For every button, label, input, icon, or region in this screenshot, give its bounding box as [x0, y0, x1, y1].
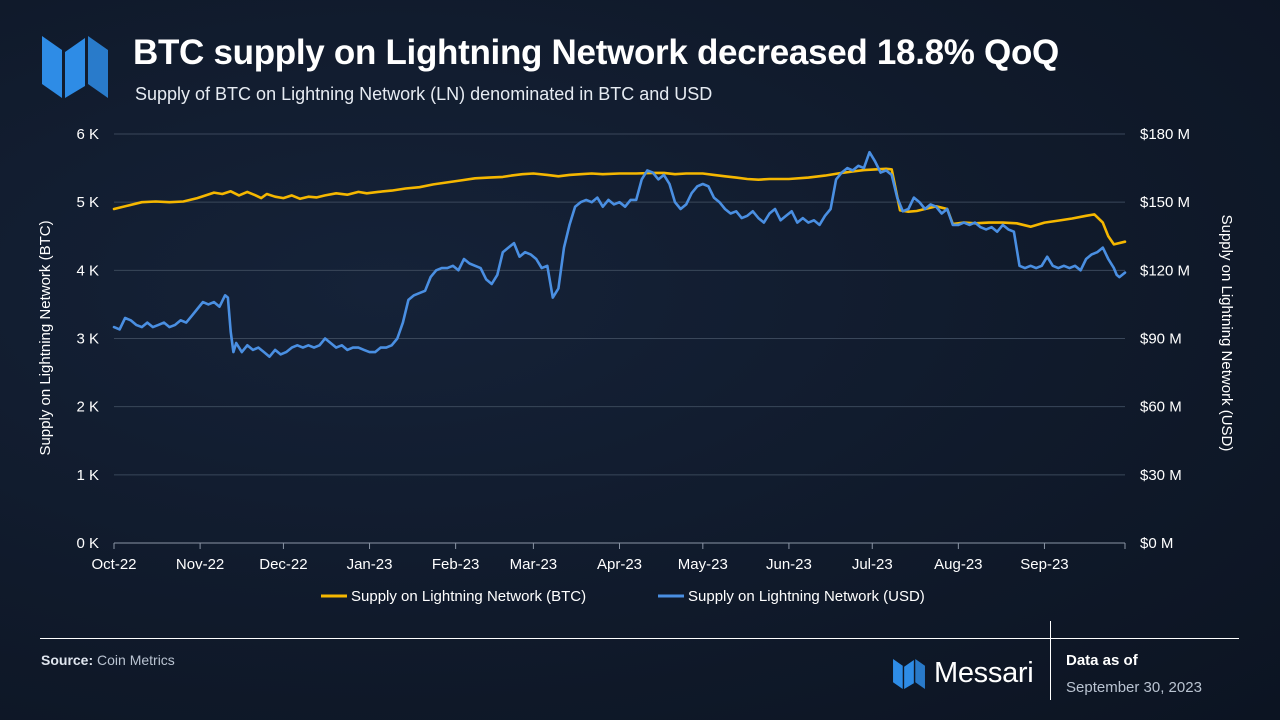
- source-note: Source: Coin Metrics: [41, 652, 175, 668]
- x-tick-label: Aug-23: [934, 556, 982, 573]
- x-tick-label: Nov-22: [176, 556, 224, 573]
- x-tick-label: Sep-23: [1020, 556, 1068, 573]
- y-left-tick-label: 1 K: [76, 467, 99, 484]
- y-right-tick-label: $0 M: [1140, 535, 1173, 552]
- y-left-tick-label: 6 K: [76, 126, 99, 143]
- x-tick-label: May-23: [678, 556, 728, 573]
- messari-brand-icon: [893, 658, 925, 689]
- x-tick-label: Feb-23: [432, 556, 480, 573]
- source-label: Source:: [41, 652, 94, 668]
- chart-title: BTC supply on Lightning Network decrease…: [133, 33, 1059, 72]
- y-left-tick-label: 0 K: [76, 535, 99, 552]
- x-tick-label: Jun-23: [766, 556, 812, 573]
- chart-subtitle: Supply of BTC on Lightning Network (LN) …: [135, 84, 713, 104]
- y-right-tick-label: $30 M: [1140, 467, 1182, 484]
- x-tick-label: Jul-23: [852, 556, 893, 573]
- y-right-tick-label: $120 M: [1140, 262, 1190, 279]
- legend-label-btc: Supply on Lightning Network (BTC): [351, 588, 586, 605]
- y-right-tick-label: $180 M: [1140, 126, 1190, 143]
- series-line-btc: [112, 167, 1127, 246]
- line-chart: 0 K 1 K 2 K 3 K 4 K 5 K 6 K $0 M $30 M $60 M $90 …: [37, 126, 1235, 605]
- legend-label-usd: Supply on Lightning Network (USD): [688, 588, 925, 605]
- data-as-of-date: September 30, 2023: [1066, 679, 1202, 696]
- x-tick-label: Mar-23: [510, 556, 558, 573]
- series-line-usd: [112, 150, 1127, 358]
- messari-logo-icon: [42, 36, 108, 98]
- source-value: Coin Metrics: [97, 652, 175, 668]
- x-tick-label: Apr-23: [597, 556, 642, 573]
- x-tick-label: Oct-22: [91, 556, 136, 573]
- data-as-of-label: Data as of: [1066, 652, 1138, 669]
- brand-name: Messari: [934, 657, 1034, 689]
- y-right-tick-label: $60 M: [1140, 399, 1182, 416]
- y-axis-right-label: Supply on Lightning Network (USD): [1218, 215, 1235, 452]
- x-tick-label: Jan-23: [347, 556, 393, 573]
- y-left-tick-label: 4 K: [76, 262, 99, 279]
- x-tick-label: Dec-22: [259, 556, 307, 573]
- chart-legend: Supply on Lightning Network (BTC) Supply …: [321, 588, 925, 605]
- footer-brand: Messari: [893, 657, 1034, 690]
- y-right-tick-label: $90 M: [1140, 331, 1182, 348]
- y-right-tick-label: $150 M: [1140, 194, 1190, 211]
- y-axis-left-label: Supply on Lightning Network (BTC): [37, 220, 54, 455]
- y-left-tick-label: 3 K: [76, 331, 99, 348]
- y-left-tick-label: 5 K: [76, 194, 99, 211]
- footer-vertical-divider: [1050, 621, 1051, 700]
- y-left-tick-label: 2 K: [76, 399, 99, 416]
- footer-divider: [40, 638, 1239, 639]
